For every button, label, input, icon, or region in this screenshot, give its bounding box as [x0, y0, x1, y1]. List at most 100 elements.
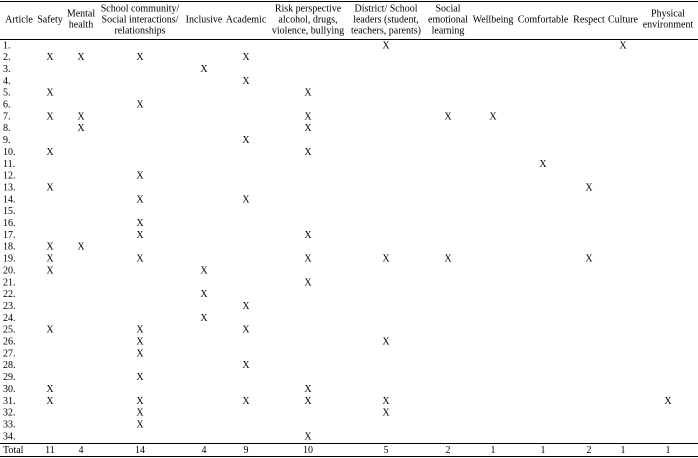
cell-mark: X [585, 254, 593, 265]
column-header: Mental [67, 8, 96, 19]
article-number: 24. [3, 313, 16, 324]
column-header: violence, bullying [272, 25, 344, 36]
cell-mark: X [242, 301, 250, 312]
total-value: 10 [303, 445, 313, 456]
article-number: 3. [3, 64, 11, 75]
cell-mark: X [136, 171, 144, 182]
article-number: 30. [3, 384, 16, 395]
cell-mark: X [46, 182, 54, 193]
cell-mark: X [585, 182, 593, 193]
cell-mark: X [304, 147, 312, 158]
article-number: 5. [3, 88, 11, 99]
article-number: 11. [3, 159, 15, 170]
cell-mark: X [77, 242, 85, 253]
cell-mark: X [382, 408, 390, 419]
cell-mark: X [46, 111, 54, 122]
article-number: 32. [3, 408, 16, 419]
article-number: 28. [3, 360, 16, 371]
total-value: 1 [541, 445, 546, 456]
column-header: environment [643, 19, 694, 30]
cell-mark: X [200, 64, 208, 75]
column-header: Safety [37, 14, 63, 25]
cell-mark: X [46, 242, 54, 253]
cell-mark: X [242, 52, 250, 63]
cell-mark: X [200, 265, 208, 276]
column-header: relationships [114, 25, 165, 36]
total-value: 4 [202, 445, 207, 456]
article-number: 26. [3, 337, 16, 348]
article-number: 25. [3, 325, 16, 336]
column-header: teachers, parents) [351, 25, 421, 36]
cell-mark: X [46, 52, 54, 63]
cell-mark: X [242, 325, 250, 336]
cell-mark: X [46, 147, 54, 158]
cell-mark: X [200, 289, 208, 300]
article-number: 12. [3, 171, 16, 182]
column-header: Article [5, 14, 33, 25]
cell-mark: X [304, 254, 312, 265]
article-number: 16. [3, 218, 16, 229]
cell-mark: X [77, 111, 85, 122]
cell-mark: X [46, 384, 54, 395]
article-number: 33. [3, 419, 16, 430]
cell-mark: X [304, 277, 312, 288]
cell-mark: X [46, 88, 54, 99]
article-number: 18. [3, 242, 16, 253]
column-header: Inclusive [186, 14, 223, 25]
cell-mark: X [136, 52, 144, 63]
cell-mark: X [444, 254, 452, 265]
cell-mark: X [242, 360, 250, 371]
total-value: 1 [621, 445, 626, 456]
cell-mark: X [46, 254, 54, 265]
column-header: District/ School [354, 3, 417, 14]
column-header: alcohol, drugs, [278, 14, 337, 25]
column-header: Risk perspective [275, 3, 342, 14]
article-number: 14. [3, 194, 16, 205]
cell-mark: X [136, 254, 144, 265]
cell-mark: X [136, 194, 144, 205]
cell-mark: X [304, 431, 312, 442]
column-header: Wellbeing [473, 14, 514, 25]
cell-mark: X [382, 40, 390, 51]
total-value: 2 [587, 445, 592, 456]
column-header: Respect [573, 14, 605, 25]
cell-mark: X [304, 384, 312, 395]
column-header: learning [432, 25, 465, 36]
cell-mark: X [136, 325, 144, 336]
cell-mark: X [136, 408, 144, 419]
column-header: Social interactions/ [102, 14, 179, 25]
total-value: 11 [45, 445, 55, 456]
cell-mark: X [242, 396, 250, 407]
column-header: Culture [608, 14, 639, 25]
cell-mark: X [242, 76, 250, 87]
article-number: 8. [3, 123, 11, 134]
article-number: 17. [3, 230, 16, 241]
column-header: Academic [226, 14, 267, 25]
article-number: 10. [3, 147, 16, 158]
column-header: health [69, 19, 93, 30]
article-number: 20. [3, 265, 16, 276]
cell-mark: X [136, 337, 144, 348]
cell-mark: X [304, 88, 312, 99]
cell-mark: X [304, 396, 312, 407]
cell-mark: X [619, 40, 627, 51]
total-value: 5 [384, 445, 389, 456]
column-header: School community/ [101, 3, 180, 14]
cell-mark: X [136, 230, 144, 241]
cell-mark: X [444, 111, 452, 122]
article-number: 1. [3, 40, 11, 51]
total-value: 1 [666, 445, 671, 456]
article-number: 21. [3, 277, 16, 288]
cell-mark: X [136, 218, 144, 229]
cell-mark: X [539, 159, 547, 170]
total-value: 2 [446, 445, 451, 456]
total-value: 4 [79, 445, 84, 456]
cell-mark: X [136, 100, 144, 111]
cell-mark: X [664, 396, 672, 407]
cell-mark: X [46, 396, 54, 407]
article-number: 22. [3, 289, 16, 300]
cell-mark: X [136, 348, 144, 359]
article-number: 34. [3, 431, 16, 442]
cell-mark: X [489, 111, 497, 122]
